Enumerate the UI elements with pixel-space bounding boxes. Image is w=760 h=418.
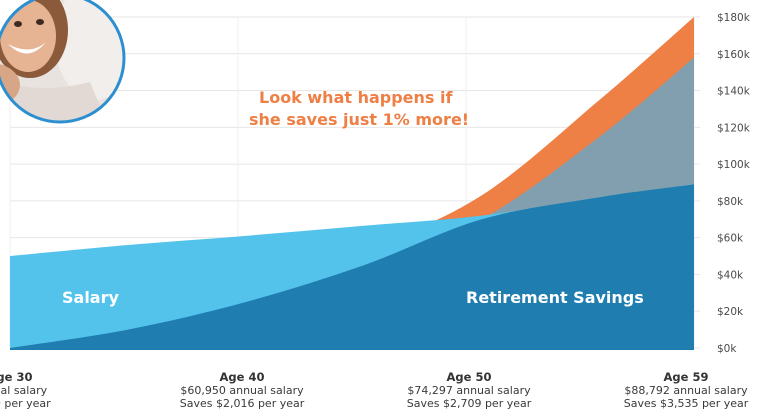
age-59-saves: Saves $3,535 per year [623, 397, 749, 410]
y-tick-label: $100k [717, 159, 751, 171]
woman-portrait-photo [0, 0, 126, 124]
y-tick-label: $20k [717, 306, 744, 318]
callout-line-1: Look what happens if [259, 88, 453, 107]
y-tick-label: $140k [717, 86, 751, 98]
age-30-saves: 1,500 per year [0, 397, 51, 410]
retirement-savings-label: Retirement Savings [466, 288, 644, 307]
age-40-info: Age 40 $60,950 annual salary Saves $2,01… [142, 370, 342, 411]
age-40-salary: $60,950 annual salary [180, 384, 304, 397]
age-30-title: Age 30 [0, 370, 33, 384]
y-tick-label: $120k [717, 122, 751, 134]
y-tick-label: $80k [717, 196, 744, 208]
age-40-saves: Saves $2,016 per year [179, 397, 305, 410]
y-tick-label: $60k [717, 233, 744, 245]
age-50-saves: Saves $2,709 per year [406, 397, 532, 410]
retirement-savings-area [10, 184, 694, 350]
age-40-title: Age 40 [219, 370, 265, 384]
y-tick-label: $0k [717, 343, 737, 355]
age-59-salary: $88,792 annual salary [624, 384, 748, 397]
age-50-title: Age 50 [446, 370, 492, 384]
salary-label: Salary [62, 288, 119, 307]
y-tick-label: $180k [717, 12, 751, 24]
age-30-salary: annual salary [0, 384, 48, 397]
y-axis-ticks: $0k $20k $40k $60k $80k $100k $120k $140k $160k $… [717, 12, 751, 355]
callout-line-2: she saves just 1% more! [249, 110, 469, 129]
age-50-info: Age 50 $74,297 annual salary Saves $2,70… [369, 370, 569, 411]
age-50-salary: $74,297 annual salary [407, 384, 531, 397]
y-tick-label: $40k [717, 269, 744, 281]
age-59-title: Age 59 [663, 370, 709, 384]
y-tick-label: $160k [717, 49, 751, 61]
age-30-info: Age 30 annual salary 1,500 per year [0, 370, 110, 411]
age-59-info: Age 59 $88,792 annual salary Saves $3,53… [586, 370, 760, 411]
